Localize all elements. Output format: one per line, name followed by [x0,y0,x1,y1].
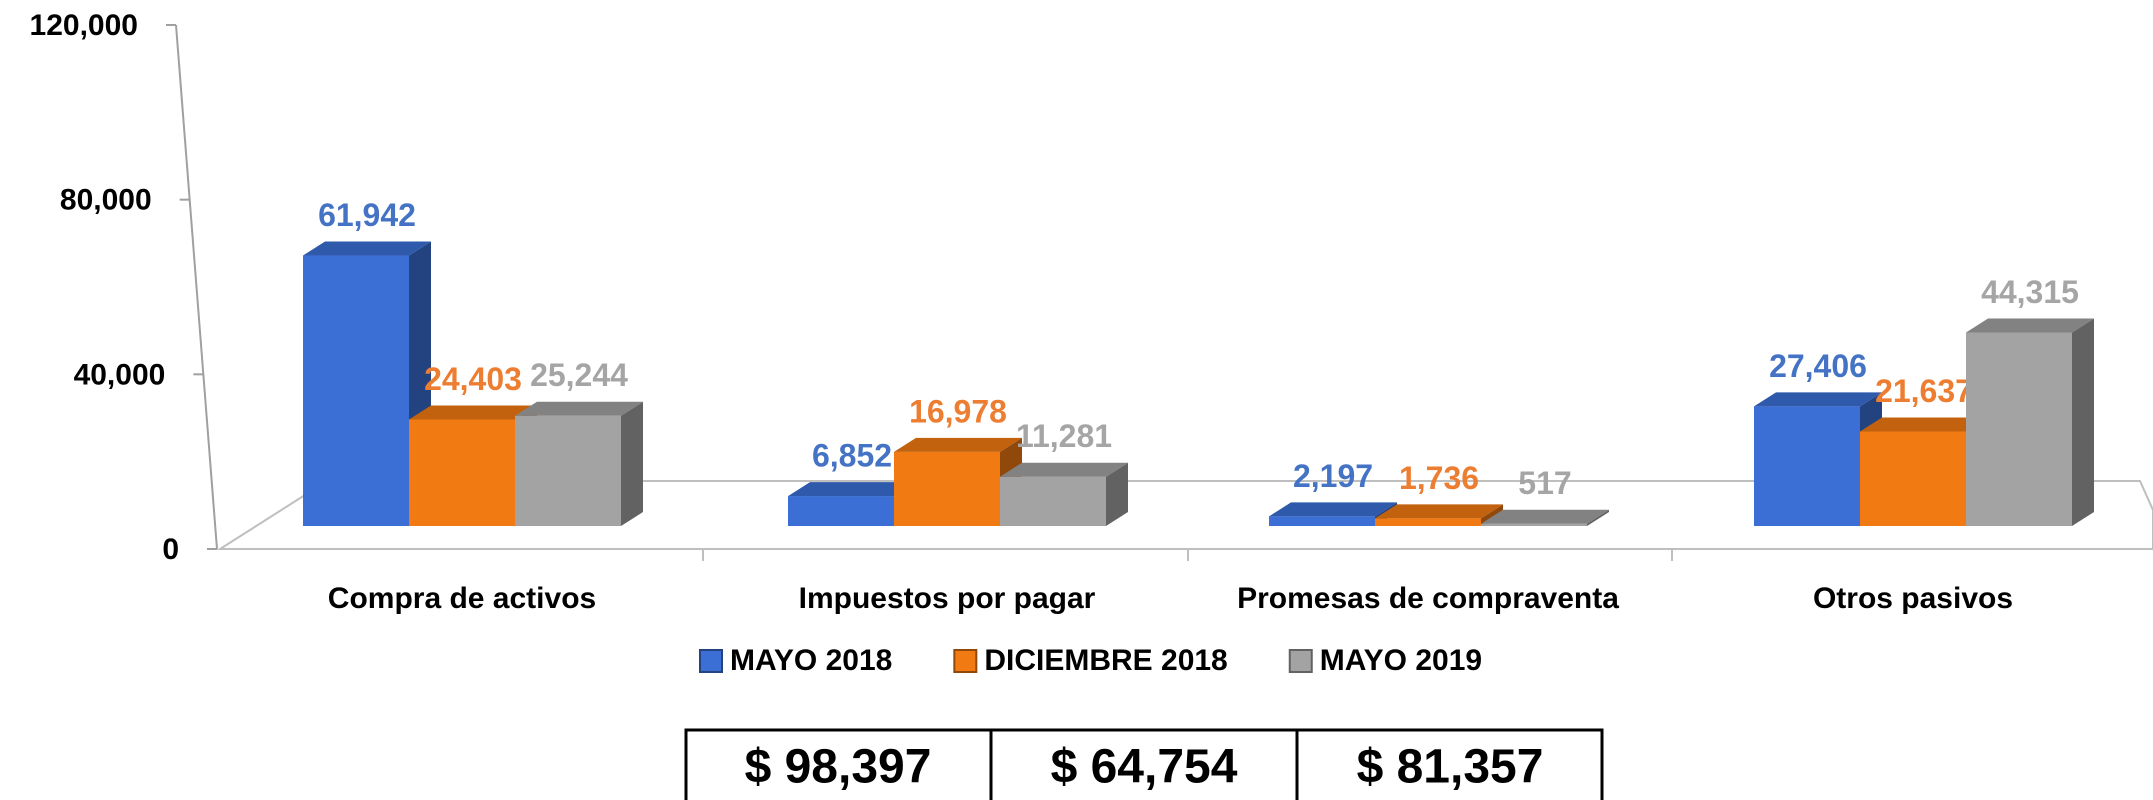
bar [788,496,894,526]
bar [1481,523,1587,526]
x-tick-label: Otros pasivos [1813,582,2013,615]
legend-label: MAYO 2018 [730,644,892,677]
bar-side [1106,462,1128,526]
data-label: 1,736 [1399,460,1479,496]
data-label: 24,403 [424,361,522,397]
bar [303,255,409,526]
y-tick-label: 0 [162,533,179,566]
legend-swatch [953,649,978,673]
bar [409,419,515,526]
total-value: $ 98,397 [745,741,932,794]
data-label: 21,637 [1875,373,1973,409]
legend-label: DICIEMBRE 2018 [984,644,1227,677]
bar-top [409,405,537,420]
bar-top [1269,502,1397,517]
bar [1754,406,1860,526]
bar [894,451,1000,526]
bar-top [788,482,916,497]
bar-top [1754,392,1882,407]
data-label: 27,406 [1769,348,1867,384]
bar-top [1000,462,1128,477]
data-label: 2,197 [1293,458,1373,494]
legend-label: MAYO 2019 [1320,644,1482,677]
legend-swatch [1288,649,1313,673]
y-tick-label: 80,000 [60,184,152,217]
bar-side [2072,318,2094,526]
total-value: $ 64,754 [1051,741,1238,794]
x-tick-label: Compra de activos [328,582,596,615]
bar-top [303,241,431,256]
y-axis [175,24,218,550]
data-label: 6,852 [812,438,892,474]
bar-side [621,401,643,526]
data-label: 11,281 [1016,418,1112,454]
y-tick-label: 120,000 [30,9,138,42]
bar-top [1966,318,2094,333]
bar-top [894,437,1022,452]
bar [515,415,621,526]
bar [1375,518,1481,526]
data-label: 517 [1518,465,1571,501]
legend-swatch [699,649,723,673]
bar-top [1481,509,1609,524]
bar [1269,516,1375,526]
bar [1966,332,2072,526]
totals-table [684,728,1604,800]
data-label: 61,942 [318,197,416,233]
data-label: 16,978 [909,393,1007,429]
y-tick-label: 40,000 [74,358,166,391]
total-value: $ 81,357 [1357,741,1544,794]
x-tick-label: Impuestos por pagar [799,582,1096,615]
data-label: 25,244 [530,357,628,393]
bar-side [1587,509,1609,526]
bar [1860,431,1966,526]
bar-top [1860,417,1988,432]
bar [1000,476,1106,526]
bar-top [1375,504,1503,519]
x-tick-label: Promesas de compraventa [1237,582,1619,615]
data-label: 44,315 [1981,274,2079,310]
bar-top [515,401,643,416]
